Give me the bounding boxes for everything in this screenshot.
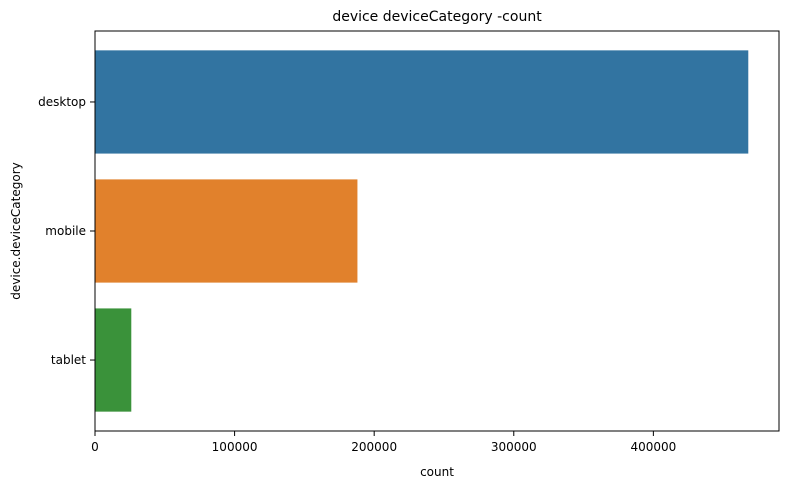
x-axis-ticks: 0 100000 200000 300000 400000 — [91, 431, 676, 454]
y-tick-label: mobile — [45, 224, 86, 238]
y-tick-label: desktop — [38, 95, 86, 109]
bar-tablet — [95, 308, 132, 412]
chart-title: device deviceCategory -count — [332, 9, 542, 25]
bars-group — [95, 50, 749, 412]
x-tick-label: 300000 — [491, 440, 537, 454]
plot-frame — [94, 30, 780, 432]
x-tick-label: 100000 — [212, 440, 258, 454]
y-axis-ticks: desktop mobile tablet — [38, 95, 95, 367]
y-axis-label: device.deviceCategory — [9, 162, 23, 299]
y-tick-label: tablet — [51, 353, 86, 367]
x-tick-label: 400000 — [630, 440, 676, 454]
x-axis-label: count — [420, 465, 454, 479]
x-tick-label: 0 — [91, 440, 99, 454]
x-tick-label: 200000 — [351, 440, 397, 454]
bar-mobile — [95, 179, 358, 283]
bar-desktop — [95, 50, 749, 154]
